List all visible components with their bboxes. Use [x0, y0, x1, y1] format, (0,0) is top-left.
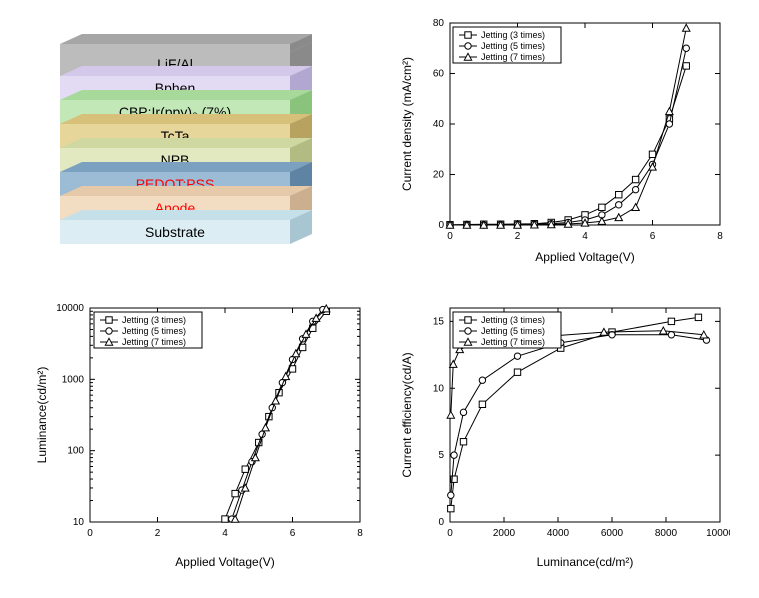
stack-layer-label: Substrate	[145, 224, 205, 240]
svg-text:0: 0	[438, 517, 444, 528]
legend-entry: Jetting (5 times)	[481, 41, 545, 51]
x-axis-label: Applied Voltage(V)	[535, 250, 634, 264]
svg-text:0: 0	[447, 528, 453, 539]
svg-text:10000: 10000	[56, 303, 84, 314]
legend-entry: Jetting (3 times)	[481, 315, 545, 325]
svg-text:2: 2	[155, 528, 161, 539]
svg-text:10000: 10000	[706, 528, 730, 539]
svg-text:2000: 2000	[493, 528, 516, 539]
svg-text:6000: 6000	[601, 528, 624, 539]
chart-efficiency: 0 2000 4000 6000 8000 10000 0 5 10 15 Luminance(cd…	[395, 300, 730, 580]
legend-entry: Jetting (5 times)	[122, 326, 186, 336]
chart-luminance: 0 2 4 6 8 10 100 1000 10000 Applied Voltage(V) Lum…	[30, 300, 370, 580]
svg-text:0: 0	[447, 231, 453, 242]
svg-text:2: 2	[515, 231, 521, 242]
svg-text:60: 60	[433, 69, 445, 80]
svg-text:8: 8	[717, 231, 723, 242]
svg-text:4: 4	[222, 528, 228, 539]
svg-text:0: 0	[87, 528, 93, 539]
svg-text:10: 10	[73, 517, 85, 528]
x-axis-label: Luminance(cd/m²)	[537, 555, 634, 569]
svg-text:10: 10	[433, 383, 445, 394]
svg-text:40: 40	[433, 119, 445, 130]
svg-text:15: 15	[433, 316, 445, 327]
y-axis-label: Current density (mA/cm²)	[400, 57, 414, 191]
x-axis-label: Applied Voltage(V)	[175, 555, 274, 569]
svg-text:1000: 1000	[62, 374, 85, 385]
svg-text:6: 6	[650, 231, 656, 242]
y-axis-label: Current efficiency(cd/A)	[400, 352, 414, 477]
svg-text:8: 8	[357, 528, 363, 539]
svg-text:5: 5	[438, 450, 444, 461]
legend-entry: Jetting (5 times)	[481, 326, 545, 336]
legend-entry: Jetting (7 times)	[122, 337, 186, 347]
legend-entry: Jetting (7 times)	[481, 52, 545, 62]
svg-text:6: 6	[290, 528, 296, 539]
svg-text:4: 4	[582, 231, 588, 242]
legend-entry: Jetting (3 times)	[481, 30, 545, 40]
y-axis-label: Luminance(cd/m²)	[35, 367, 49, 464]
svg-text:8000: 8000	[655, 528, 678, 539]
svg-text:0: 0	[438, 220, 444, 231]
svg-text:100: 100	[67, 446, 84, 457]
svg-text:20: 20	[433, 170, 445, 181]
chart-current-density: 02468020406080Applied Voltage(V)Current …	[395, 15, 730, 275]
legend-entry: Jetting (7 times)	[481, 337, 545, 347]
legend-entry: Jetting (3 times)	[122, 315, 186, 325]
device-stack-diagram: LiF/AlBphenCBP:Ir(ppy)₃ (7%)TcTaNPBPEDOT…	[30, 22, 350, 272]
svg-text:4000: 4000	[547, 528, 570, 539]
svg-text:80: 80	[433, 18, 445, 29]
